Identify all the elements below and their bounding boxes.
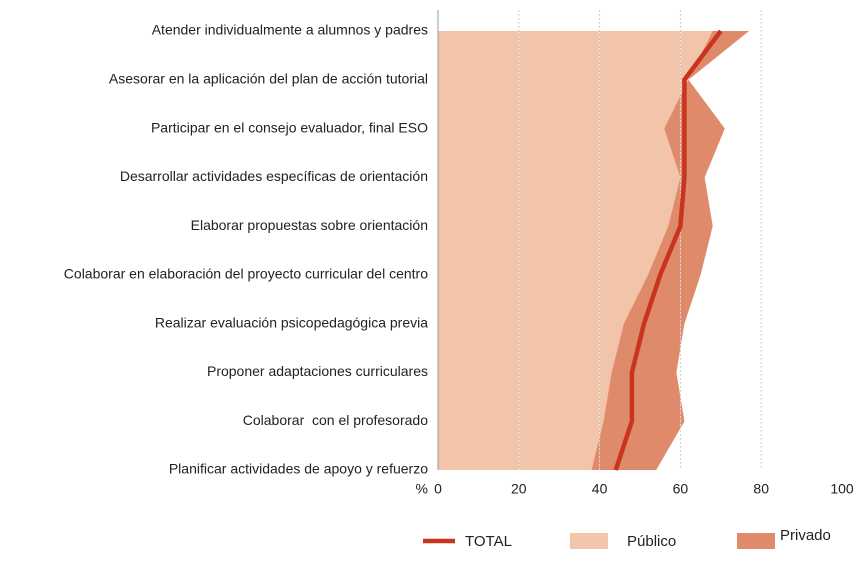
x-tick-label: 40 — [592, 481, 608, 497]
x-tick-label: 100 — [830, 481, 854, 497]
y-tick-label: Colaborar con el profesorado — [243, 412, 428, 428]
y-tick-label: Planificar actividades de apoyo y refuer… — [169, 461, 428, 477]
area — [438, 31, 713, 470]
y-tick-label: Asesorar en la aplicación del plan de ac… — [109, 70, 428, 86]
x-tick-label: 20 — [511, 481, 527, 497]
y-tick-label: Desarrollar actividades específicas de o… — [120, 168, 428, 184]
x-tick-label: 0 — [434, 481, 442, 497]
legend-label: TOTAL — [465, 533, 512, 550]
line — [613, 29, 723, 471]
x-tick-label: 60 — [673, 481, 689, 497]
x-axis-label: % — [416, 481, 428, 497]
y-tick-label: Proponer adaptaciones curriculares — [207, 363, 428, 379]
y-tick-label: Atender individualmente a alumnos y padr… — [152, 22, 428, 38]
legend-label: Público — [627, 533, 676, 550]
y-tick-label: Participar en el consejo evaluador, fina… — [151, 119, 428, 135]
x-tick-label: 80 — [753, 481, 769, 497]
y-tick-label: Realizar evaluación psicopedagógica prev… — [155, 314, 428, 330]
legend-label: Privado — [780, 527, 831, 544]
y-tick-label: Colaborar en elaboración del proyecto cu… — [64, 266, 428, 282]
legend-swatch — [737, 533, 775, 549]
legend-swatch — [570, 533, 608, 549]
y-tick-label: Elaborar propuestas sobre orientación — [191, 217, 428, 233]
